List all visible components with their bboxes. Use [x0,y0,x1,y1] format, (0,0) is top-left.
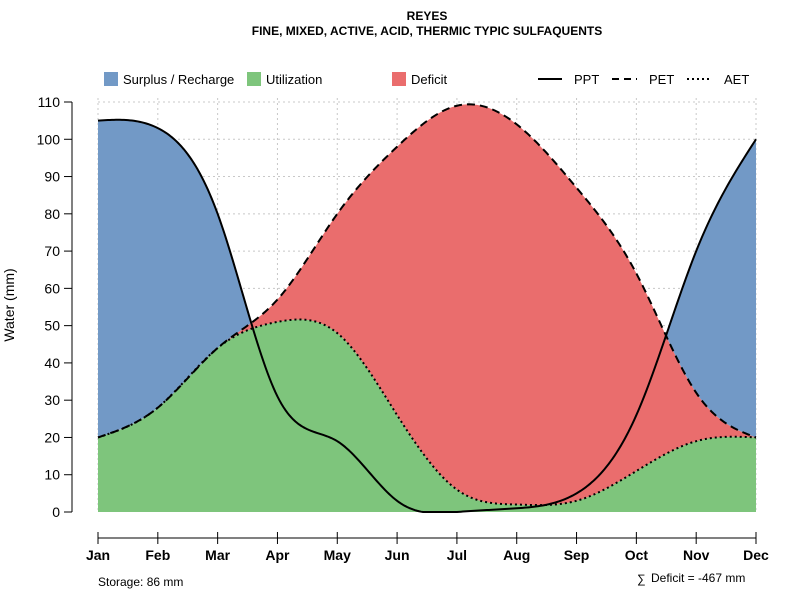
legend-label-aet: AET [724,72,749,87]
y-tick-label-5: 50 [44,318,60,334]
utilization-area [98,319,756,512]
surplus-area [98,104,756,438]
legend-label-pet: PET [649,72,674,87]
deficit-total: Deficit = -467 mm [651,571,745,585]
y-tick-label-9: 90 [44,169,60,185]
x-tick-label-nov: Nov [683,547,710,563]
x-tick-label-jun: Jun [385,547,410,563]
y-tick-label-10: 100 [37,131,61,147]
y-tick-label-2: 20 [44,429,60,445]
x-tick-label-feb: Feb [145,547,170,563]
legend-label-ppt: PPT [574,72,599,87]
plot-lines [97,103,757,513]
x-tick-label-sep: Sep [564,547,590,563]
legend-label-surplus: Surplus / Recharge [123,72,234,87]
y-tick-label-6: 60 [44,280,60,296]
legend-label-utilization: Utilization [266,72,322,87]
x-tick-label-jul: Jul [447,547,467,563]
y-tick-label-8: 80 [44,206,60,222]
series-line-aet [97,318,757,507]
deficit-area [98,104,756,506]
deficit-sum-icon: ∑ [637,572,646,586]
plot-areas [98,104,756,512]
x-tick-label-dec: Dec [743,547,769,563]
x-tick-label-oct: Oct [625,547,649,563]
y-tick-label-0: 0 [52,504,60,520]
x-tick-label-aug: Aug [503,547,530,563]
y-tick-label-3: 30 [44,392,60,408]
legend-swatch-deficit [392,72,406,86]
y-axis-title: Water (mm) [1,268,17,341]
chart-title: REYES [407,9,448,23]
x-axis: Jan Feb Mar Apr May Jun Jul Aug Sep Oct Nov Dec [86,532,769,563]
y-axis: 0 10 20 30 40 50 60 70 80 90 100 110 [37,94,73,520]
legend-swatch-surplus [104,72,118,86]
x-tick-label-apr: Apr [265,547,290,563]
legend-label-deficit: Deficit [411,72,448,87]
series-line-ppt [97,118,757,513]
chart-subtitle: FINE, MIXED, ACTIVE, ACID, THERMIC TYPIC… [252,24,602,38]
x-tick-label-mar: Mar [205,547,230,563]
legend: Surplus / Recharge Utilization Deficit P… [104,72,749,87]
legend-swatch-utilization [247,72,261,86]
x-tick-label-jan: Jan [86,547,110,563]
y-tick-label-7: 70 [44,243,60,259]
storage-note: Storage: 86 mm [98,575,183,589]
y-tick-label-11: 110 [38,94,61,110]
y-tick-label-1: 10 [44,467,60,483]
y-tick-label-4: 40 [44,355,60,371]
x-tick-label-may: May [324,547,351,563]
